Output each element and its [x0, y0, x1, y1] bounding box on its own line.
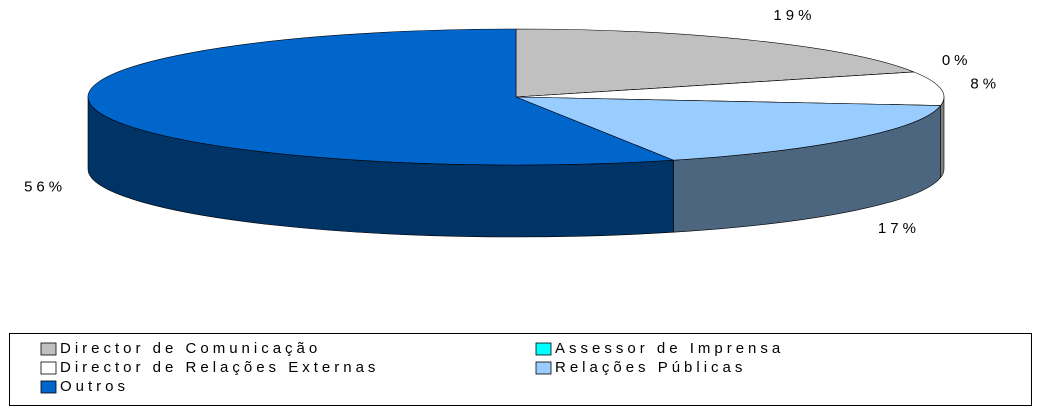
legend: Director de Comunicação Assessor de Impre… [40, 340, 784, 395]
legend-swatch [535, 342, 552, 356]
slice [87, 28, 674, 166]
slice [515, 96, 942, 161]
slice [515, 71, 945, 106]
slice-side [940, 96, 945, 179]
legend-label: Relações Públicas [555, 359, 746, 376]
data-label: 8% [970, 76, 1000, 93]
pie: 19% 0% 8% 17% 56% [24, 7, 1000, 238]
legend-swatch [40, 361, 57, 375]
legend-label: Assessor de Imprensa [555, 340, 784, 357]
legend-label: Outros [60, 378, 129, 395]
data-label: 19% [773, 7, 815, 24]
legend-box [9, 333, 1032, 406]
legend-swatch [40, 342, 57, 356]
legend-swatch [535, 361, 552, 375]
slice [515, 28, 915, 98]
legend-swatch [40, 380, 57, 394]
legend-label: Director de Comunicação [60, 340, 321, 357]
data-label: 56% [24, 178, 66, 195]
data-label: 17% [878, 220, 920, 237]
legend-label: Director de Relações Externas [60, 359, 379, 376]
data-label: 0% [942, 52, 972, 69]
